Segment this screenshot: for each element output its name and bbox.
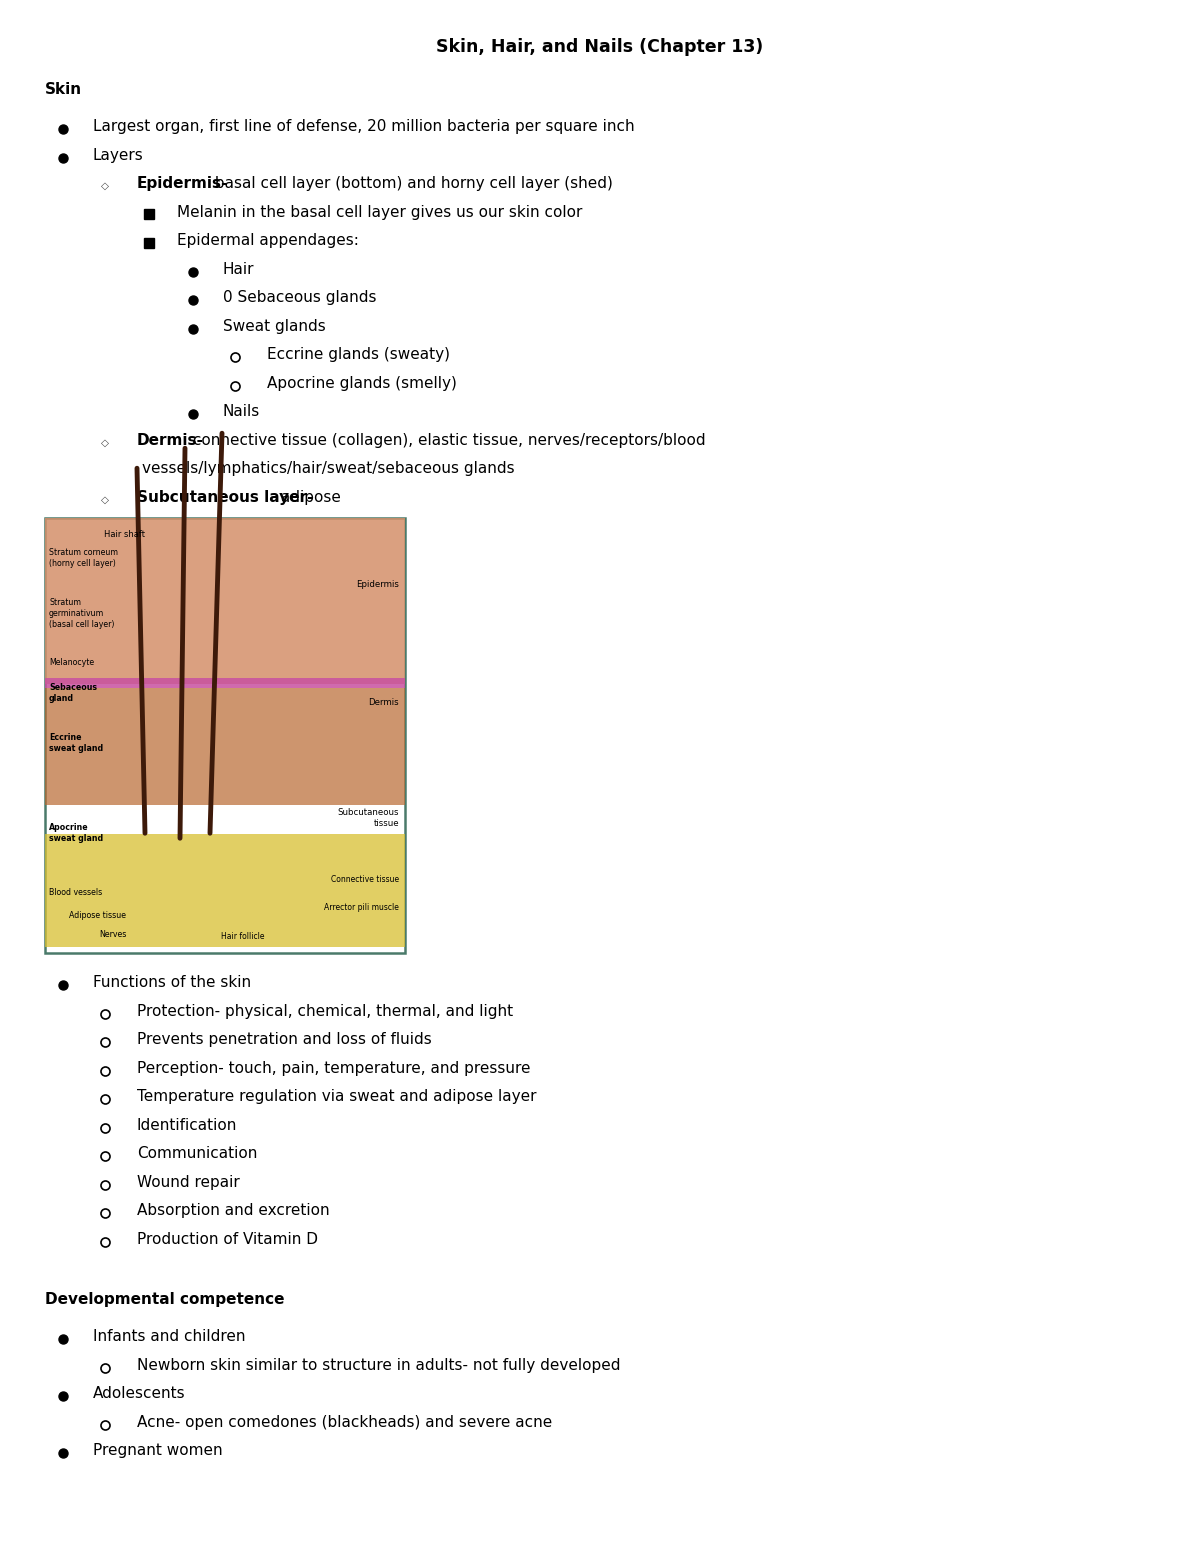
Text: connective tissue (collagen), elastic tissue, nerves/receptors/blood: connective tissue (collagen), elastic ti… bbox=[188, 433, 706, 447]
Text: Hair shaft: Hair shaft bbox=[104, 530, 145, 539]
Text: ◇: ◇ bbox=[101, 438, 109, 447]
Text: Protection- physical, chemical, thermal, and light: Protection- physical, chemical, thermal,… bbox=[137, 1003, 514, 1019]
Text: Apocrine glands (smelly): Apocrine glands (smelly) bbox=[268, 376, 457, 391]
Text: Skin, Hair, and Nails (Chapter 13): Skin, Hair, and Nails (Chapter 13) bbox=[437, 37, 763, 56]
Text: Hair: Hair bbox=[223, 262, 254, 276]
Text: vessels/lymphatics/hair/sweat/sebaceous glands: vessels/lymphatics/hair/sweat/sebaceous … bbox=[142, 461, 515, 477]
Bar bbox=[46, 677, 404, 688]
Text: Temperature regulation via sweat and adipose layer: Temperature regulation via sweat and adi… bbox=[137, 1089, 536, 1104]
Text: Stratum corneum
(horny cell layer): Stratum corneum (horny cell layer) bbox=[49, 548, 118, 568]
Bar bbox=[46, 834, 404, 947]
Text: Dermis: Dermis bbox=[368, 699, 398, 707]
Text: ◇: ◇ bbox=[101, 182, 109, 191]
Text: Layers: Layers bbox=[94, 148, 144, 163]
Text: Pregnant women: Pregnant women bbox=[94, 1443, 223, 1458]
Text: Sebaceous
gland: Sebaceous gland bbox=[49, 683, 97, 704]
Text: Epidermis-: Epidermis- bbox=[137, 175, 228, 191]
Text: Eccrine glands (sweaty): Eccrine glands (sweaty) bbox=[268, 348, 450, 362]
Text: Epidermis: Epidermis bbox=[356, 581, 398, 589]
Text: Melanocyte: Melanocyte bbox=[49, 658, 94, 668]
Text: Functions of the skin: Functions of the skin bbox=[94, 975, 251, 991]
Text: Hair follicle: Hair follicle bbox=[221, 932, 265, 941]
Text: Dermis-: Dermis- bbox=[137, 433, 204, 447]
Text: Arrector pili muscle: Arrector pili muscle bbox=[324, 904, 398, 912]
Text: Newborn skin similar to structure in adults- not fully developed: Newborn skin similar to structure in adu… bbox=[137, 1357, 620, 1373]
Text: 0 Sebaceous glands: 0 Sebaceous glands bbox=[223, 290, 377, 306]
Text: Sweat glands: Sweat glands bbox=[223, 318, 325, 334]
Text: Subcutaneous
tissue: Subcutaneous tissue bbox=[337, 808, 398, 828]
Text: ◇: ◇ bbox=[101, 495, 109, 505]
Bar bbox=[144, 210, 154, 219]
Text: Developmental competence: Developmental competence bbox=[46, 1292, 284, 1308]
Text: Connective tissue: Connective tissue bbox=[331, 876, 398, 884]
Text: Apocrine
sweat gland: Apocrine sweat gland bbox=[49, 823, 103, 843]
Text: Nerves: Nerves bbox=[98, 930, 126, 940]
Text: Perception- touch, pain, temperature, and pressure: Perception- touch, pain, temperature, an… bbox=[137, 1061, 530, 1076]
Text: Communication: Communication bbox=[137, 1146, 257, 1162]
Text: Subcutaneous layer-: Subcutaneous layer- bbox=[137, 489, 313, 505]
Text: Identification: Identification bbox=[137, 1118, 238, 1132]
Text: Epidermal appendages:: Epidermal appendages: bbox=[178, 233, 359, 248]
Text: Wound repair: Wound repair bbox=[137, 1174, 240, 1190]
FancyBboxPatch shape bbox=[46, 519, 406, 954]
Text: Stratum
germinativum
(basal cell layer): Stratum germinativum (basal cell layer) bbox=[49, 598, 114, 629]
Bar bbox=[46, 688, 404, 804]
Text: Eccrine
sweat gland: Eccrine sweat gland bbox=[49, 733, 103, 753]
Text: Absorption and excretion: Absorption and excretion bbox=[137, 1204, 330, 1218]
Bar bbox=[46, 519, 404, 683]
Text: Acne- open comedones (blackheads) and severe acne: Acne- open comedones (blackheads) and se… bbox=[137, 1415, 552, 1430]
Text: Nails: Nails bbox=[223, 404, 260, 419]
Text: Largest organ, first line of defense, 20 million bacteria per square inch: Largest organ, first line of defense, 20… bbox=[94, 120, 635, 134]
Text: Adipose tissue: Adipose tissue bbox=[70, 912, 126, 921]
Text: Adolescents: Adolescents bbox=[94, 1387, 186, 1401]
Text: Production of Vitamin D: Production of Vitamin D bbox=[137, 1232, 318, 1247]
Text: Infants and children: Infants and children bbox=[94, 1329, 246, 1345]
Text: Melanin in the basal cell layer gives us our skin color: Melanin in the basal cell layer gives us… bbox=[178, 205, 582, 219]
Text: Blood vessels: Blood vessels bbox=[49, 888, 102, 898]
Bar bbox=[144, 238, 154, 247]
Text: Prevents penetration and loss of fluids: Prevents penetration and loss of fluids bbox=[137, 1033, 432, 1047]
Text: adipose: adipose bbox=[276, 489, 341, 505]
Text: Skin: Skin bbox=[46, 82, 82, 98]
Text: basal cell layer (bottom) and horny cell layer (shed): basal cell layer (bottom) and horny cell… bbox=[210, 175, 613, 191]
